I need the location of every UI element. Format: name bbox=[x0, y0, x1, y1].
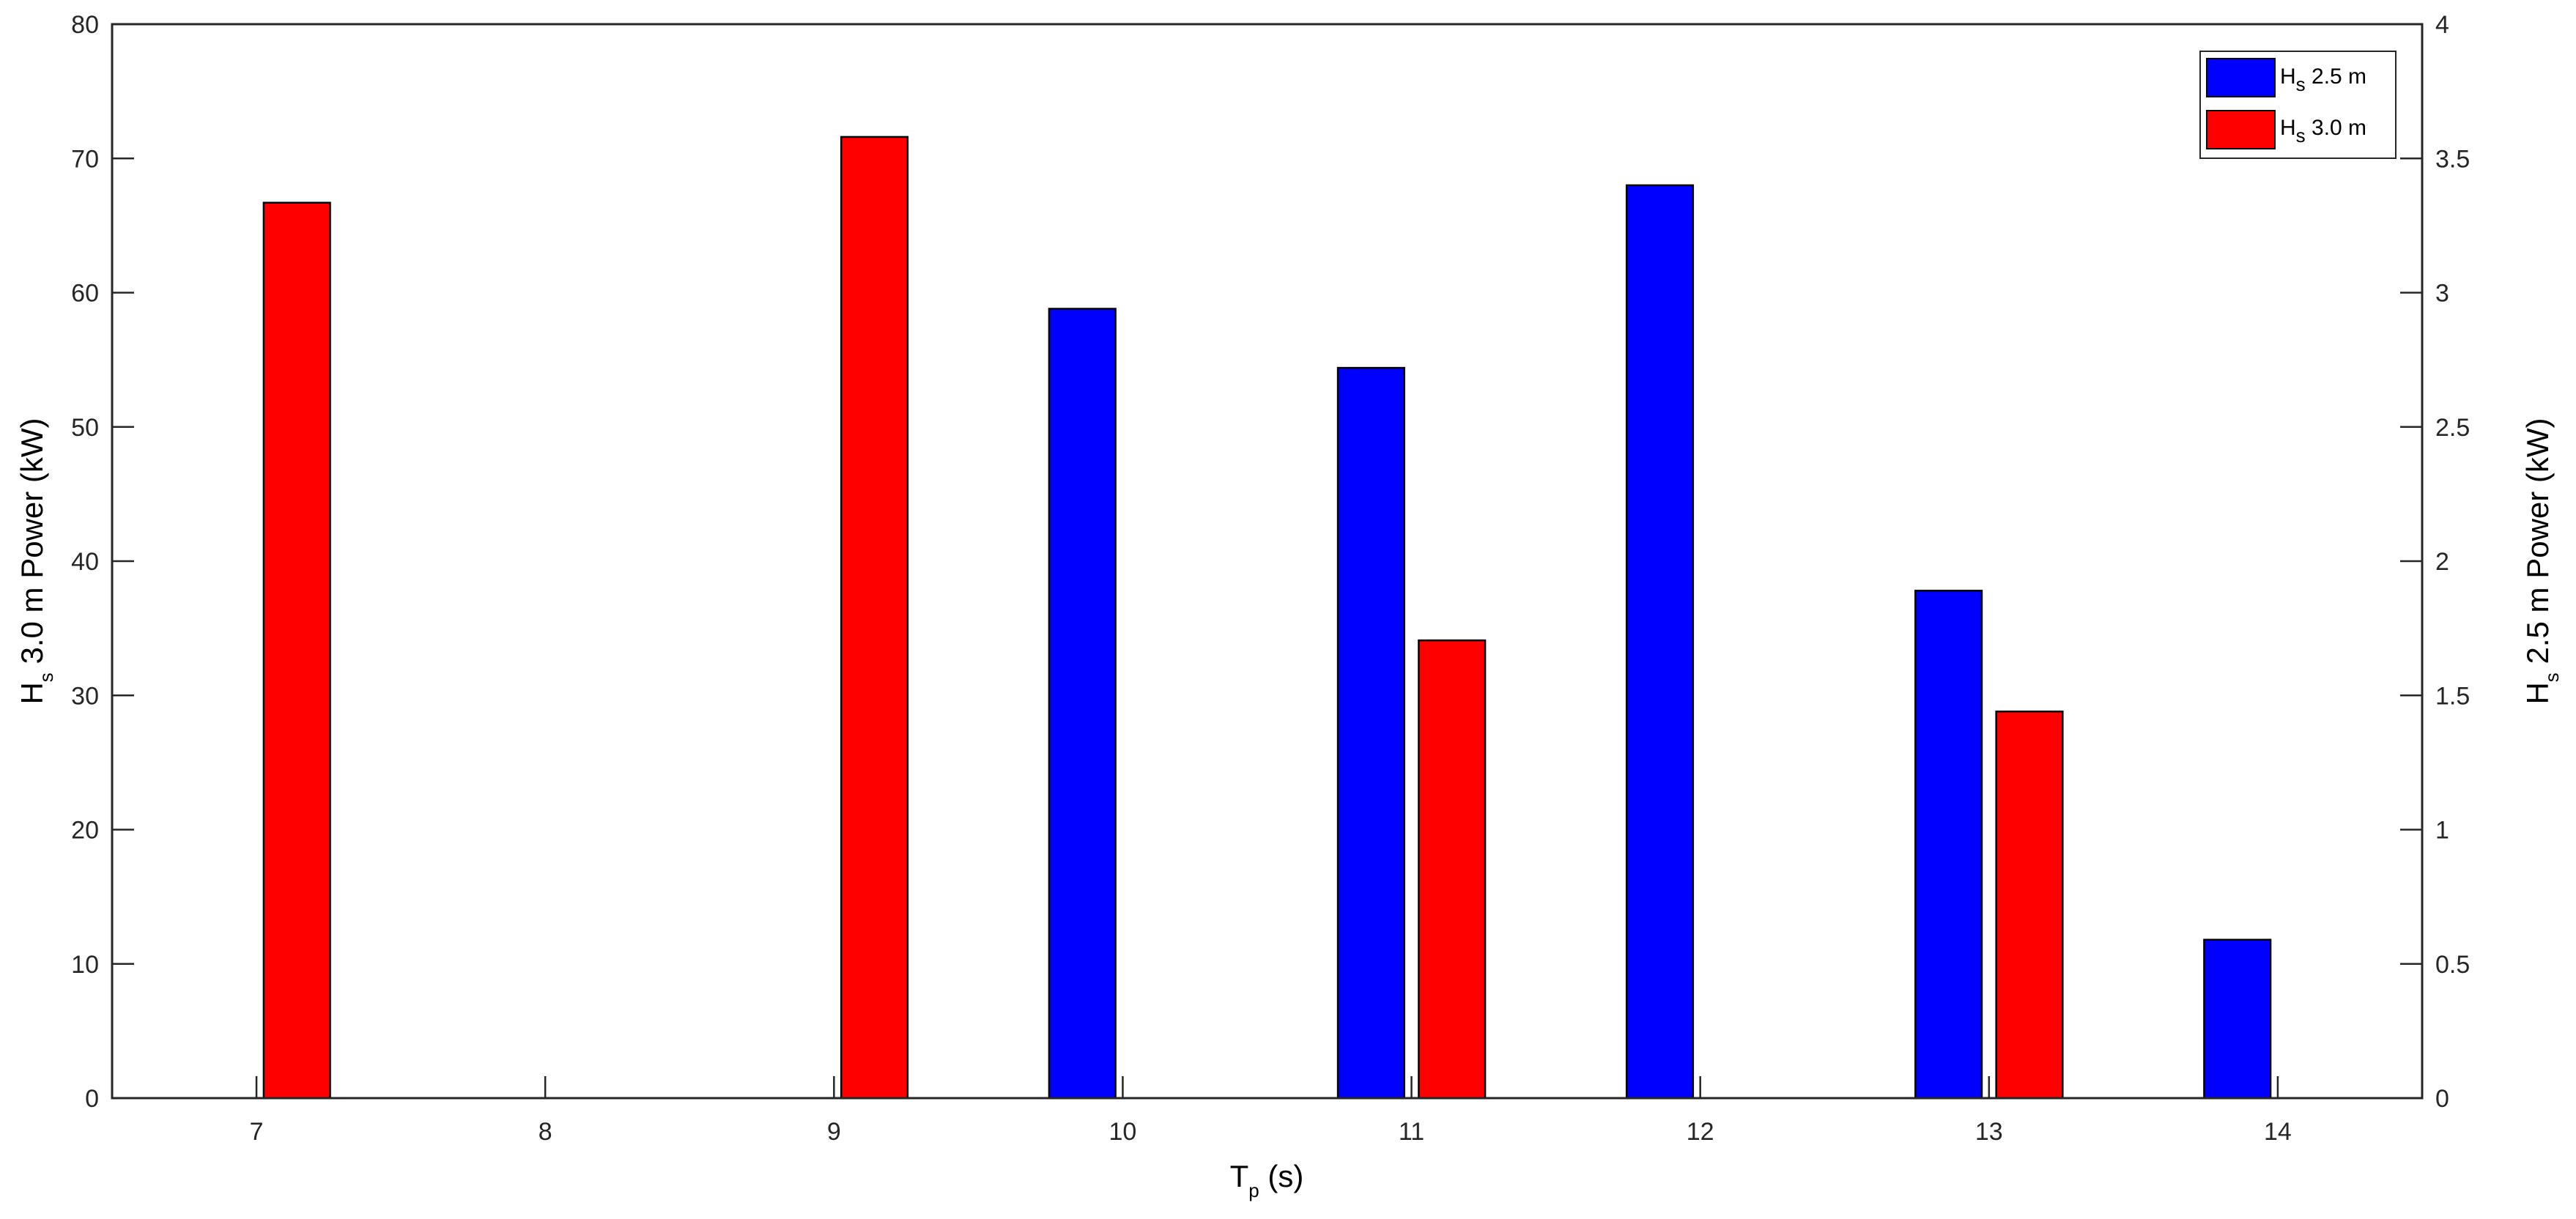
bar-hs-3-0-m-x7 bbox=[262, 201, 331, 1100]
bars-layer bbox=[262, 136, 2272, 1100]
x-axis-ticks: 7 8 9 10 11 12 13 14 bbox=[250, 1076, 2292, 1146]
bar-hs-3-0-m-x9 bbox=[840, 136, 909, 1100]
right-tick-label: 3.5 bbox=[2435, 145, 2470, 173]
right-tick-label: 1.5 bbox=[2435, 682, 2470, 710]
bar-hs-3-0-m-x13 bbox=[1995, 710, 2064, 1100]
bar-hs-2-5-m-x11 bbox=[1336, 366, 1405, 1100]
bar-hs-2-5-m-x10 bbox=[1048, 308, 1117, 1100]
legend-swatch-hs-2-5 bbox=[2206, 58, 2276, 97]
left-tick-label: 80 bbox=[71, 11, 99, 39]
x-tick-label: 14 bbox=[2264, 1118, 2292, 1146]
bar-hs-2-5-m-x14 bbox=[2203, 938, 2272, 1100]
x-tick-label: 11 bbox=[1399, 1118, 1424, 1146]
right-tick-label: 0 bbox=[2435, 1085, 2449, 1113]
left-tick-label: 50 bbox=[71, 414, 99, 442]
legend-label-hs-2-5: Hs 2.5 m bbox=[2280, 64, 2366, 95]
bar-hs-2-5-m-x12 bbox=[1625, 184, 1695, 1100]
x-axis-title: Tp (s) bbox=[1230, 1159, 1304, 1201]
legend-label-hs-3-0: Hs 3.0 m bbox=[2280, 116, 2366, 147]
right-tick-label: 3 bbox=[2435, 280, 2449, 308]
left-axis-title: Hs 3.0 m Power (kW) bbox=[15, 418, 57, 704]
plot-frame bbox=[111, 23, 2424, 1100]
legend: Hs 2.5 m Hs 3.0 m bbox=[2199, 51, 2397, 159]
x-tick-label: 13 bbox=[1975, 1118, 2003, 1146]
left-tick-label: 0 bbox=[85, 1085, 99, 1113]
left-tick-label: 60 bbox=[71, 280, 99, 308]
right-axis-ticks: 0 0.5 1 1.5 2 2.5 3 3.5 4 bbox=[2400, 11, 2470, 1113]
bar-hs-2-5-m-x13 bbox=[1914, 590, 1983, 1100]
left-tick-label: 20 bbox=[71, 817, 99, 845]
right-tick-label: 2 bbox=[2435, 548, 2449, 576]
right-tick-label: 0.5 bbox=[2435, 951, 2470, 979]
right-tick-label: 1 bbox=[2435, 817, 2449, 845]
right-tick-label: 2.5 bbox=[2435, 414, 2470, 442]
left-tick-label: 10 bbox=[71, 951, 99, 979]
left-axis-ticks: 0 10 20 30 40 50 60 70 80 bbox=[71, 11, 134, 1113]
right-axis-title: Hs 2.5 m Power (kW) bbox=[2520, 418, 2563, 704]
x-tick-label: 7 bbox=[250, 1118, 264, 1146]
left-tick-label: 40 bbox=[71, 548, 99, 576]
x-tick-label: 9 bbox=[827, 1118, 841, 1146]
bar-hs-3-0-m-x11 bbox=[1418, 639, 1487, 1100]
right-tick-label: 4 bbox=[2435, 11, 2449, 39]
x-tick-label: 10 bbox=[1109, 1118, 1137, 1146]
legend-swatch-hs-3-0 bbox=[2206, 110, 2276, 149]
x-tick-label: 12 bbox=[1687, 1118, 1714, 1146]
left-tick-label: 30 bbox=[71, 682, 99, 710]
left-tick-label: 70 bbox=[71, 145, 99, 173]
x-tick-label: 8 bbox=[538, 1118, 552, 1146]
